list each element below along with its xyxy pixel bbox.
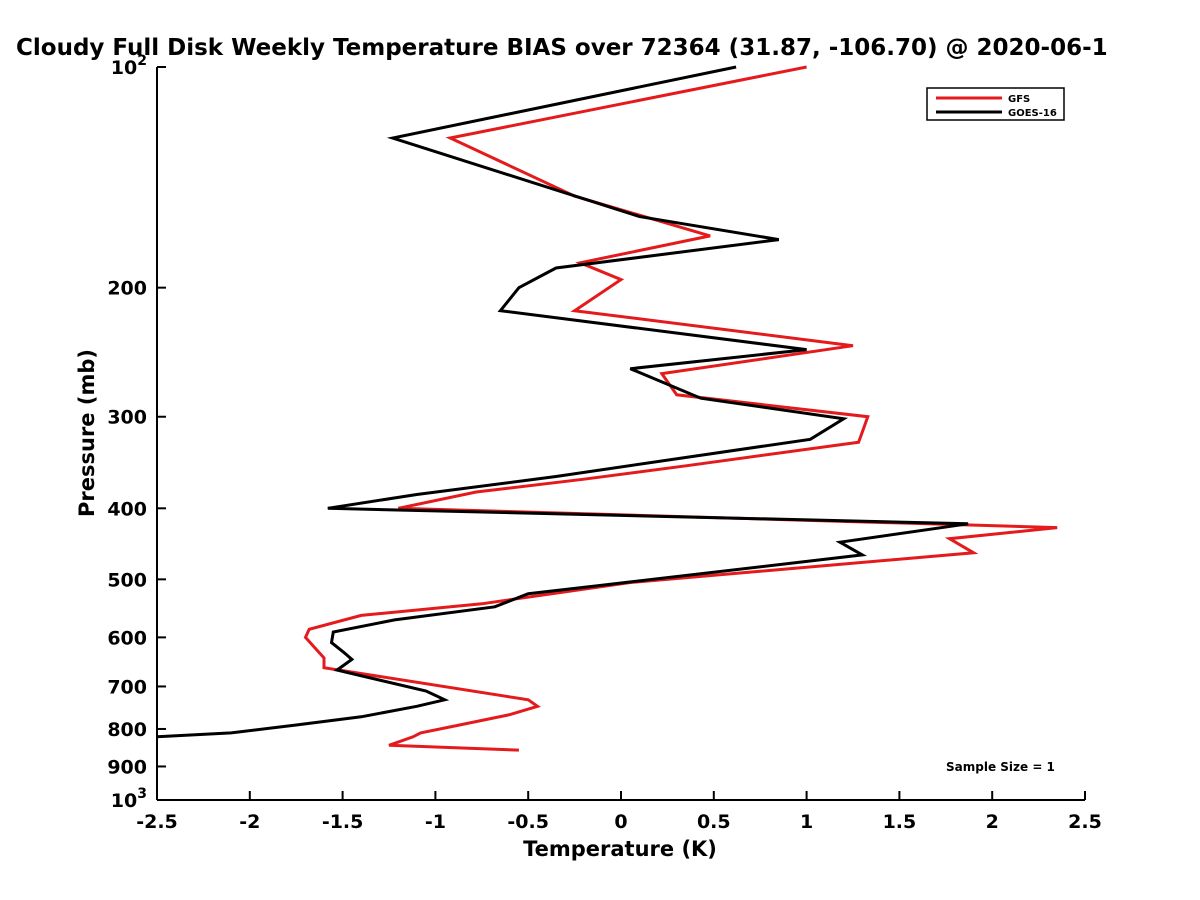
y-tick-base: 600	[107, 627, 147, 649]
y-tick-base: 300	[107, 407, 147, 429]
plot-frame	[156, 67, 1085, 801]
y-tick-base: 800	[107, 719, 147, 741]
legend-entry-label: GFS	[1008, 94, 1030, 105]
x-tick-label: 2.5	[1068, 811, 1102, 833]
series-layer	[156, 65, 1058, 752]
x-tick-label: -1.5	[322, 811, 364, 833]
y-tick-base: 10	[111, 57, 137, 79]
x-axis: -2.5 -2 -1.5 -1 -0.5 0 0.5 1 1.5 2 2.5	[136, 791, 1102, 833]
legend-box	[926, 87, 1065, 121]
x-axis-label: Temperature (K)	[523, 837, 717, 861]
x-tick-label: -0.5	[507, 811, 549, 833]
y-tick-label: 800	[107, 719, 147, 741]
y-tick-base: 700	[107, 676, 147, 698]
y-tick-base: 200	[107, 278, 147, 300]
chart-title: Cloudy Full Disk Weekly Temperature BIAS…	[16, 35, 1108, 61]
y-tick-base: 10	[111, 790, 137, 812]
y-tick-base: 500	[107, 569, 147, 591]
y-tick-exponent: 3	[137, 786, 147, 802]
y-tick-label: 300	[107, 407, 147, 429]
y-tick-base: 400	[107, 498, 147, 520]
legend-entry-label: GOES-16	[1008, 108, 1057, 119]
x-tick-label: 1	[800, 811, 813, 833]
sample-size-annotation: Sample Size = 1	[946, 760, 1055, 774]
y-tick-label: 900	[107, 756, 147, 778]
y-tick-label: 400	[107, 498, 147, 520]
y-tick-label: 600	[107, 627, 147, 649]
x-tick-label: 0.5	[697, 811, 731, 833]
y-tick-label: 200	[107, 278, 147, 300]
y-axis-label: Pressure (mb)	[75, 349, 99, 517]
y-tick-base: 900	[107, 756, 147, 778]
x-tick-label: 0	[614, 811, 627, 833]
x-tick-label: 2	[986, 811, 999, 833]
y-tick-label: 103	[111, 786, 147, 812]
x-tick-label: 1.5	[883, 811, 917, 833]
series-line-gfs	[303, 65, 1058, 752]
y-tick-label: 700	[107, 676, 147, 698]
x-tick-label: -2.5	[136, 811, 178, 833]
y-tick-label: 102	[111, 53, 147, 79]
legend: GFS GOES-16	[926, 87, 1065, 121]
annotations: Sample Size = 1	[946, 760, 1055, 774]
x-tick-label: -1	[425, 811, 446, 833]
series-line-goes-16	[156, 65, 969, 739]
y-tick-label: 500	[107, 569, 147, 591]
y-tick-exponent: 2	[137, 53, 147, 69]
x-tick-label: -2	[239, 811, 260, 833]
